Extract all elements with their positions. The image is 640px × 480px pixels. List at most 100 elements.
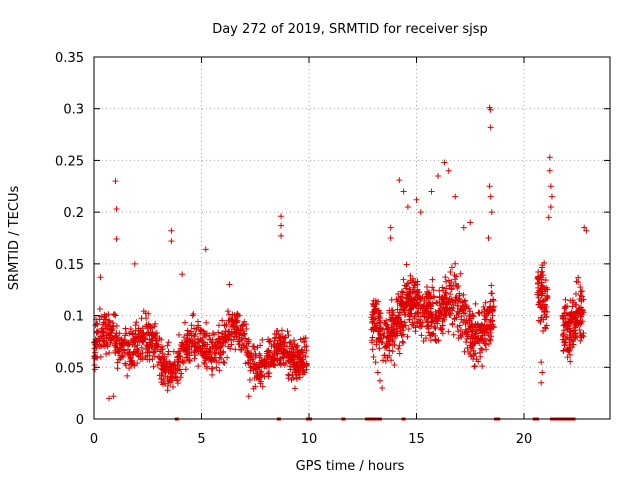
data-point xyxy=(399,338,406,345)
y-tick-label: 0.35 xyxy=(55,51,84,66)
data-point xyxy=(181,334,188,341)
data-point xyxy=(443,295,450,302)
data-point xyxy=(197,336,204,343)
data-point xyxy=(537,288,544,295)
data-point xyxy=(105,317,112,324)
data-point xyxy=(563,322,570,329)
data-point xyxy=(157,356,164,363)
data-point xyxy=(539,304,546,311)
data-point xyxy=(403,283,410,290)
data-point xyxy=(114,365,121,372)
data-point xyxy=(386,329,393,336)
data-point xyxy=(384,341,391,348)
data-point xyxy=(460,310,467,317)
data-point xyxy=(254,344,261,351)
data-point xyxy=(537,318,544,325)
data-point xyxy=(449,307,456,314)
data-point xyxy=(278,213,285,220)
data-point xyxy=(535,294,542,301)
data-point xyxy=(180,347,187,354)
data-point xyxy=(388,357,395,364)
data-point xyxy=(97,274,104,281)
y-tick-label: 0.3 xyxy=(63,103,84,118)
data-point xyxy=(410,279,417,286)
data-point xyxy=(175,349,182,356)
y-tick-label: 0.1 xyxy=(63,310,84,325)
data-point xyxy=(540,327,547,334)
data-point xyxy=(370,325,377,332)
data-point xyxy=(243,348,250,355)
data-point xyxy=(213,345,220,352)
data-point xyxy=(546,154,553,161)
data-point xyxy=(173,376,180,383)
data-point xyxy=(421,312,428,319)
data-point xyxy=(583,227,590,234)
data-point xyxy=(430,318,437,325)
data-point xyxy=(423,317,430,324)
data-point xyxy=(143,315,150,322)
data-point xyxy=(445,167,452,174)
data-point xyxy=(249,343,256,350)
data-point xyxy=(398,288,405,295)
data-point xyxy=(436,287,443,294)
data-point xyxy=(436,312,443,319)
data-point xyxy=(434,316,441,323)
data-point xyxy=(479,346,486,353)
data-point xyxy=(429,276,436,283)
data-point xyxy=(154,344,161,351)
data-point xyxy=(181,346,188,353)
data-point xyxy=(126,341,133,348)
data-point xyxy=(142,310,149,317)
data-point xyxy=(247,367,254,374)
data-point xyxy=(113,322,120,329)
data-point xyxy=(92,341,99,348)
data-point xyxy=(393,315,400,322)
data-point xyxy=(477,345,484,352)
data-point xyxy=(447,291,454,298)
data-point xyxy=(289,371,296,378)
data-point xyxy=(414,299,421,306)
data-point xyxy=(259,383,266,390)
data-point xyxy=(412,302,419,309)
data-point xyxy=(261,373,268,380)
x-tick-label: 20 xyxy=(516,432,533,447)
data-point xyxy=(538,379,545,386)
data-point xyxy=(159,343,166,350)
data-point xyxy=(182,319,189,326)
data-point xyxy=(129,330,136,337)
data-point xyxy=(442,289,449,296)
data-point xyxy=(219,349,226,356)
data-point xyxy=(488,282,495,289)
data-point xyxy=(167,379,174,386)
data-point xyxy=(416,323,423,330)
data-point xyxy=(96,337,103,344)
data-point xyxy=(278,222,285,229)
data-point xyxy=(287,351,294,358)
data-point xyxy=(579,288,586,295)
data-point xyxy=(403,302,410,309)
data-point xyxy=(379,326,386,333)
data-point xyxy=(445,299,452,306)
data-point xyxy=(283,353,290,360)
data-point xyxy=(407,290,414,297)
data-point xyxy=(487,193,494,200)
data-point xyxy=(567,297,574,304)
data-point xyxy=(534,275,541,282)
data-point xyxy=(576,327,583,334)
data-point xyxy=(122,325,129,332)
data-point xyxy=(400,276,407,283)
data-point xyxy=(487,124,494,131)
data-point xyxy=(412,328,419,335)
data-point xyxy=(429,284,436,291)
data-point xyxy=(376,328,383,335)
data-point xyxy=(460,291,467,298)
data-point xyxy=(370,353,377,360)
data-point xyxy=(291,363,298,370)
data-point xyxy=(195,348,202,355)
x-tick-labels: 0 5 10 15 20 xyxy=(90,432,532,447)
data-point xyxy=(170,370,177,377)
data-point xyxy=(284,349,291,356)
data-point xyxy=(184,345,191,352)
data-point xyxy=(441,307,448,314)
data-point xyxy=(222,328,229,335)
